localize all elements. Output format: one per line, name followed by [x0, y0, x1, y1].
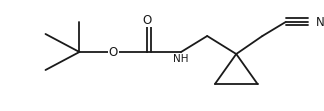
Text: O: O [109, 46, 118, 58]
Text: O: O [143, 14, 152, 27]
Text: N: N [316, 16, 324, 29]
Text: NH: NH [173, 54, 189, 64]
